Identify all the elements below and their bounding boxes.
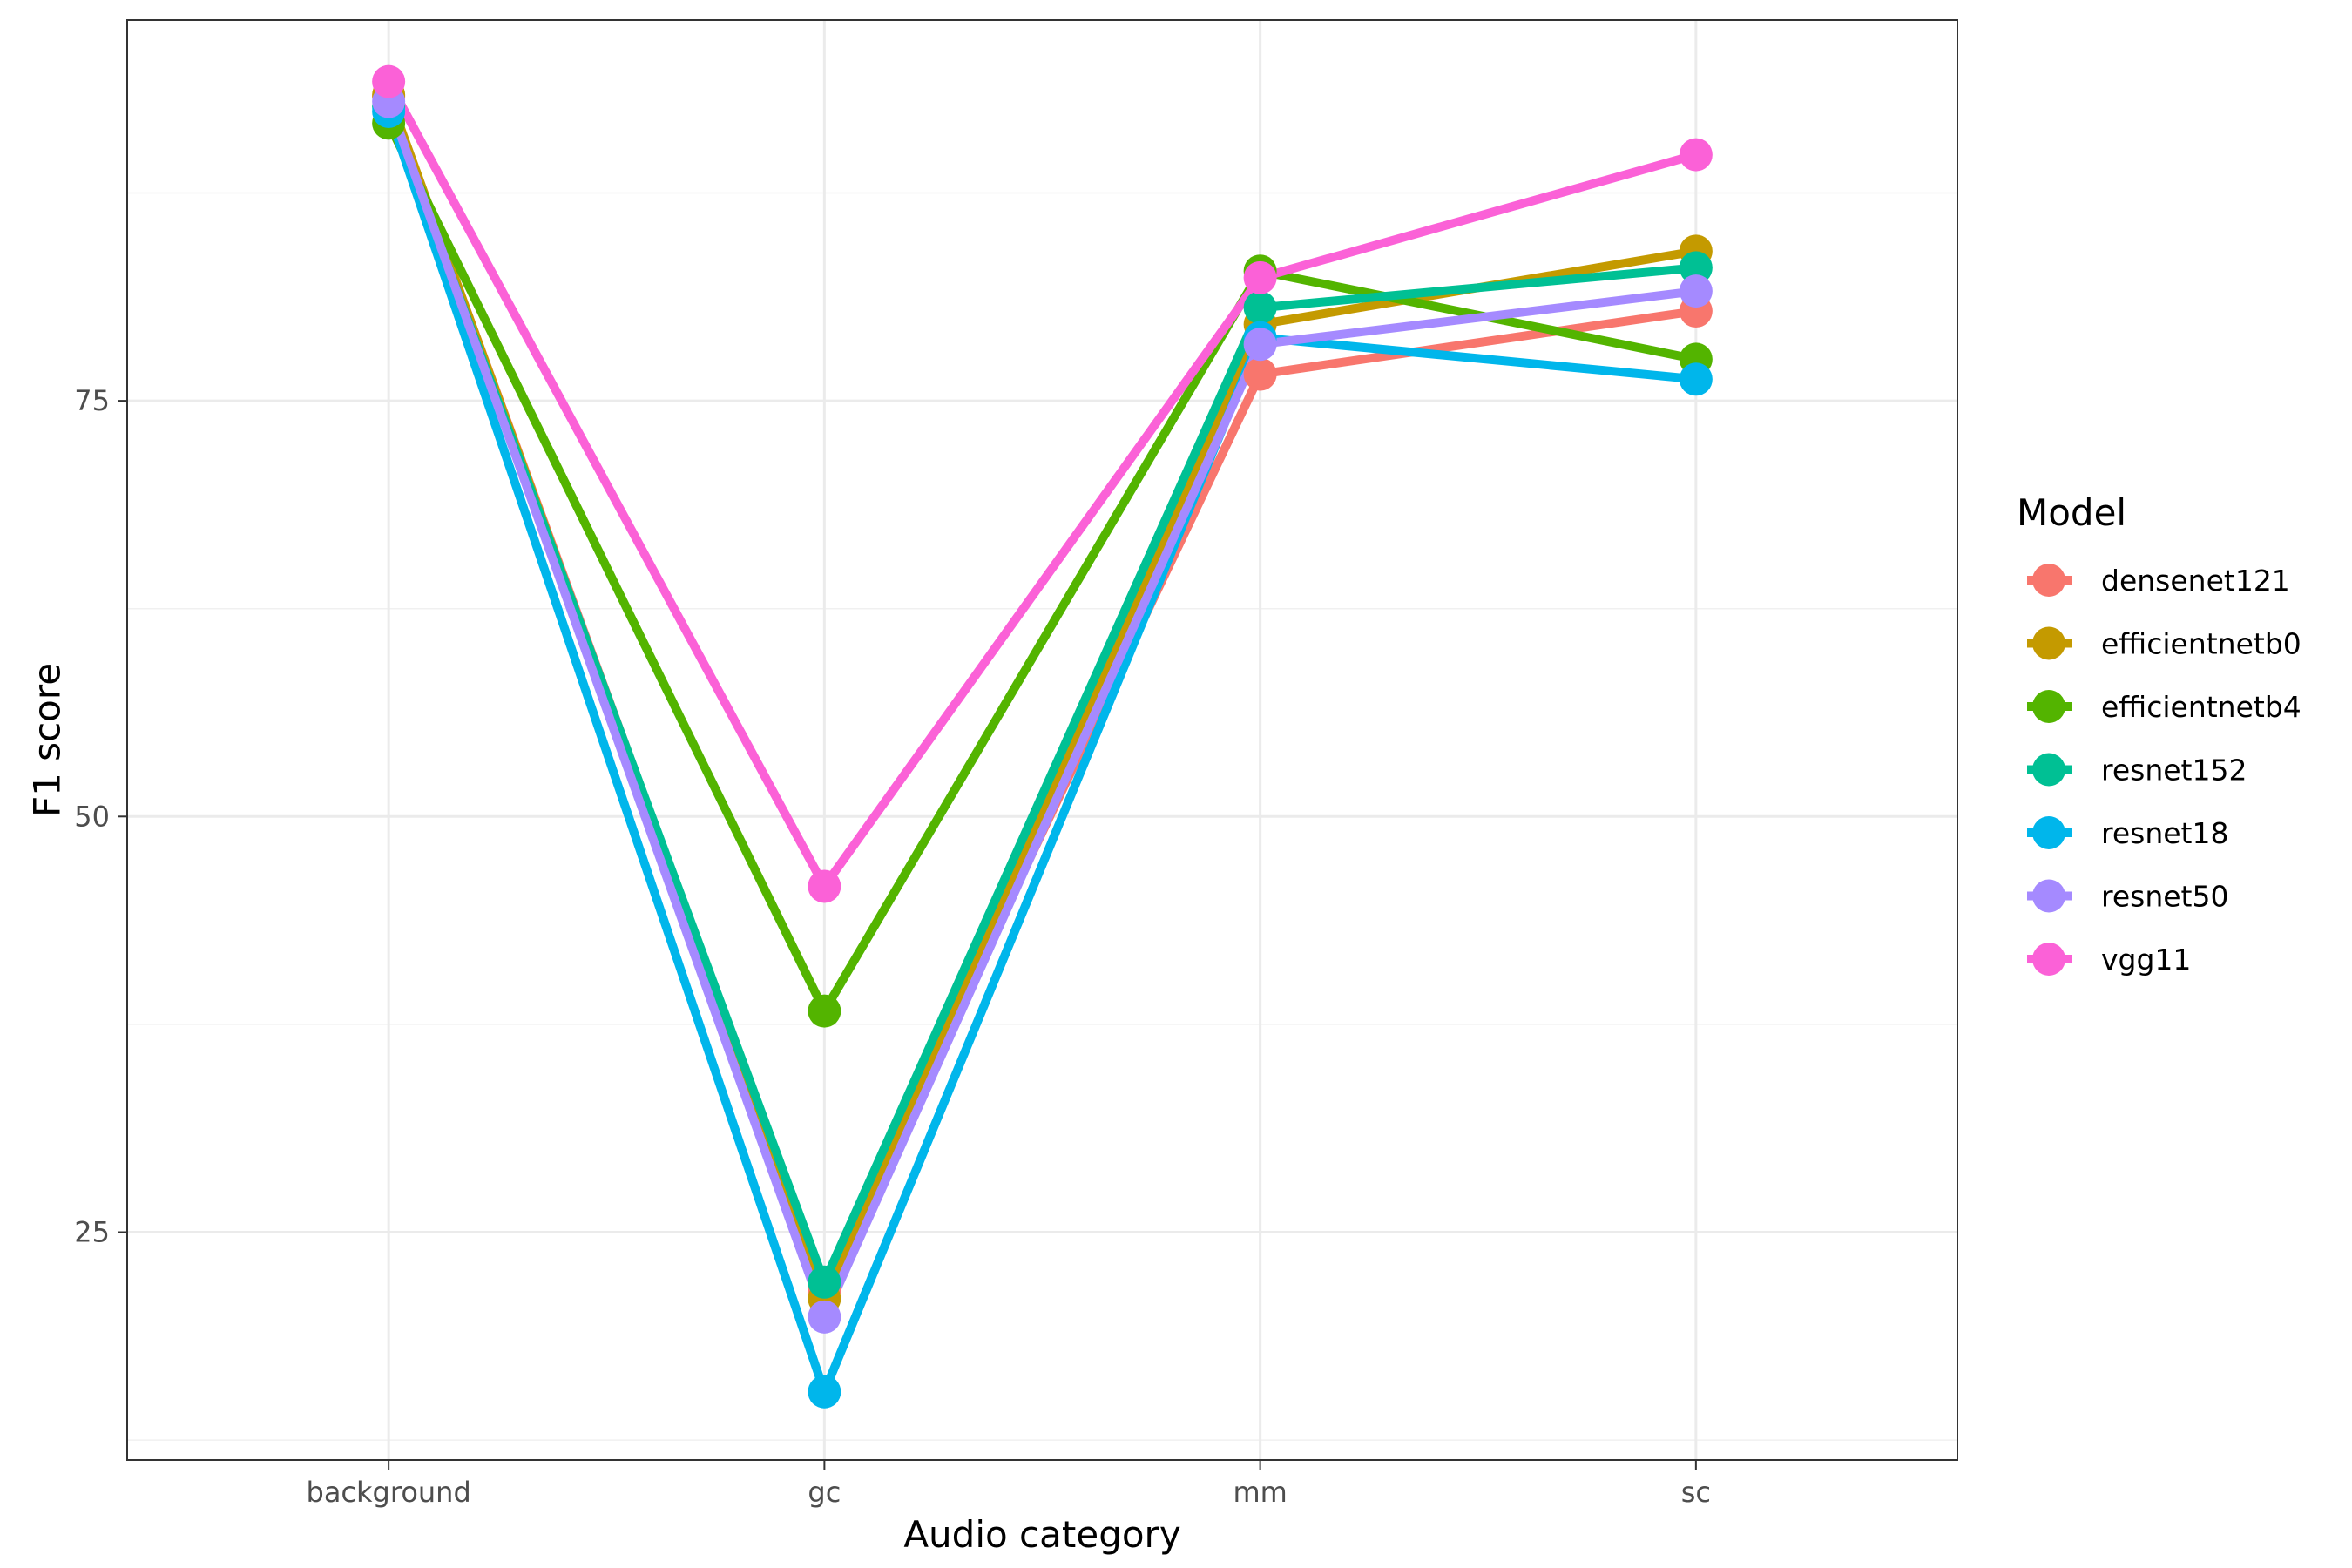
legend-key-point-vgg11 bbox=[2032, 943, 2065, 976]
legend-item-vgg11: vgg11 bbox=[2027, 943, 2191, 977]
point-resnet50-sc bbox=[1679, 274, 1713, 308]
series-line-resnet50 bbox=[384, 99, 1697, 1321]
series-line-resnet18 bbox=[384, 110, 1697, 1396]
series-lines bbox=[384, 79, 1698, 1396]
legend-label-densenet121: densenet121 bbox=[2101, 564, 2290, 598]
legend-label-efficientnetb4: efficientnetb4 bbox=[2101, 690, 2301, 724]
legend-item-efficientnetb4: efficientnetb4 bbox=[2027, 690, 2301, 724]
legend-key-point-resnet152 bbox=[2032, 753, 2065, 787]
axes: background gc mm sc 25 50 75 Audio category F… bbox=[26, 384, 1711, 1556]
point-vgg11-sc bbox=[1679, 138, 1713, 172]
point-vgg11-background bbox=[372, 64, 406, 98]
point-resnet152-gc bbox=[808, 1265, 841, 1299]
legend-item-resnet18: resnet18 bbox=[2027, 816, 2229, 850]
legend-label-efficientnetb0: efficientnetb0 bbox=[2101, 627, 2301, 661]
legend-key-point-resnet18 bbox=[2032, 816, 2065, 849]
legend-key-point-resnet50 bbox=[2032, 879, 2065, 913]
legend-label-vgg11: vgg11 bbox=[2101, 943, 2191, 977]
legend-label-resnet18: resnet18 bbox=[2101, 816, 2229, 850]
legend-label-resnet152: resnet152 bbox=[2101, 754, 2247, 787]
point-densenet121-mm bbox=[1243, 357, 1277, 391]
x-axis-ticks: background gc mm sc bbox=[307, 1460, 1711, 1509]
y-axis-title: F1 score bbox=[26, 663, 69, 817]
point-resnet18-gc bbox=[808, 1375, 841, 1409]
x-axis-title: Audio category bbox=[903, 1513, 1180, 1556]
y-axis-ticks: 25 50 75 bbox=[74, 384, 127, 1248]
x-tick-label-sc: sc bbox=[1681, 1476, 1711, 1509]
point-resnet50-gc bbox=[808, 1300, 841, 1334]
x-tick-label-mm: mm bbox=[1233, 1476, 1287, 1509]
point-vgg11-gc bbox=[808, 869, 841, 903]
point-resnet152-sc bbox=[1679, 251, 1713, 285]
point-efficientnetb4-gc bbox=[808, 994, 841, 1028]
legend: Model densenet121 efficientnetb0 efficient… bbox=[2017, 491, 2301, 977]
y-tick-label-50: 50 bbox=[74, 800, 110, 833]
legend-key-point-efficientnetb4 bbox=[2032, 690, 2065, 723]
panel-background bbox=[127, 20, 1957, 1460]
legend-item-resnet50: resnet50 bbox=[2027, 879, 2229, 914]
point-resnet18-sc bbox=[1679, 362, 1713, 396]
y-tick-label-25: 25 bbox=[74, 1215, 110, 1248]
minor-gridlines bbox=[127, 192, 1957, 1441]
point-vgg11-mm bbox=[1243, 260, 1277, 294]
legend-key-point-densenet121 bbox=[2032, 564, 2065, 597]
point-resnet152-mm bbox=[1243, 291, 1277, 325]
legend-key-point-efficientnetb0 bbox=[2032, 626, 2065, 660]
legend-item-densenet121: densenet121 bbox=[2027, 564, 2290, 598]
point-resnet50-mm bbox=[1243, 328, 1277, 362]
series-line-vgg11 bbox=[384, 79, 1698, 891]
series-points bbox=[372, 64, 1713, 1409]
legend-items: densenet121 efficientnetb0 efficientnetb4 r… bbox=[2027, 564, 2301, 977]
legend-item-resnet152: resnet152 bbox=[2027, 753, 2247, 787]
panel-border bbox=[126, 19, 1958, 1461]
legend-title: Model bbox=[2017, 491, 2126, 534]
legend-item-efficientnetb0: efficientnetb0 bbox=[2027, 626, 2301, 661]
x-tick-label-gc: gc bbox=[808, 1476, 841, 1509]
x-tick-label-background: background bbox=[307, 1476, 471, 1509]
plot-area bbox=[126, 19, 1958, 1461]
legend-label-resnet50: resnet50 bbox=[2101, 880, 2229, 914]
series-line-resnet152 bbox=[384, 105, 1697, 1287]
y-tick-label-75: 75 bbox=[74, 384, 110, 417]
